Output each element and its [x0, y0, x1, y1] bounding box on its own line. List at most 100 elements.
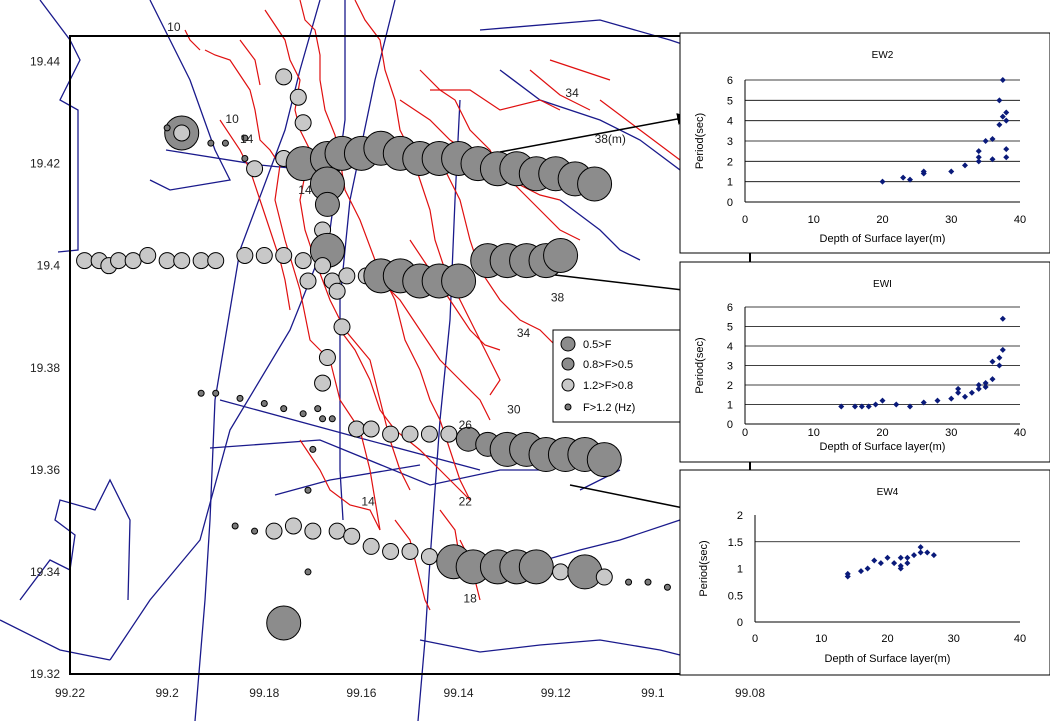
- inset-point: [917, 549, 924, 556]
- inset-point: [904, 554, 911, 561]
- inset-y-tick-label: 6: [727, 75, 733, 87]
- inset-x-tick-label: 20: [876, 214, 888, 226]
- inset-title: EW4: [877, 487, 899, 498]
- inset-y-axis-label: Period(sec): [694, 113, 706, 169]
- inset-title: EWI: [873, 279, 892, 290]
- map-point: [294, 114, 312, 132]
- map-point: [401, 425, 419, 443]
- inset-point: [900, 174, 907, 181]
- map-point: [236, 394, 244, 402]
- inset-point: [989, 135, 996, 142]
- map-x-tick-label: 99.08: [735, 686, 765, 700]
- map-point: [401, 543, 419, 561]
- inset-point: [989, 376, 996, 383]
- inset-point: [911, 552, 917, 559]
- inset-y-axis-label: Period(sec): [694, 337, 706, 393]
- legend-label-2: 0.8>F>0.5: [583, 359, 633, 371]
- map-point: [299, 272, 317, 290]
- map-point: [595, 568, 613, 586]
- inset-point: [1003, 109, 1010, 116]
- map-point: [304, 568, 312, 576]
- inset-y-tick-label: 2: [727, 156, 733, 168]
- inset-x-axis-label: Depth of Surface layer(m): [820, 441, 946, 453]
- map-point: [328, 522, 346, 540]
- arrow-ewi: [554, 274, 702, 297]
- contour-label: 22: [459, 495, 473, 509]
- inset-x-tick-label: 30: [945, 427, 957, 439]
- inset-point: [999, 346, 1006, 353]
- inset-point: [917, 544, 924, 551]
- map-point: [173, 252, 191, 270]
- inset-point: [1003, 117, 1010, 124]
- inset-y-tick-label: 1.5: [728, 537, 743, 549]
- inset-point: [975, 385, 982, 392]
- legend-label-4: F>1.2 (Hz): [583, 402, 635, 414]
- map-x-ticks: 99.22 99.2 99.18 99.16 99.14 99.12 99.1 99.08: [55, 686, 765, 700]
- legend: 0.5>F 0.8>F>0.5 1.2>F>0.8 F>1.2 (Hz): [552, 329, 682, 423]
- inset-x-tick-label: 10: [815, 633, 827, 645]
- map-point: [251, 527, 259, 535]
- map-point: [207, 252, 225, 270]
- inset-y-tick-label: 6: [727, 302, 733, 314]
- inset-y-tick-label: 5: [727, 95, 733, 107]
- legend-label-3: 1.2>F>0.8: [583, 380, 633, 392]
- inset-point: [872, 401, 879, 408]
- inset-point: [858, 568, 864, 575]
- legend-swatch-medium-dark: [561, 357, 575, 371]
- map-y-tick-label: 19.44: [30, 55, 60, 69]
- inset-point: [975, 148, 982, 155]
- map-point: [163, 124, 171, 132]
- map-point: [644, 578, 652, 586]
- map-point: [275, 246, 293, 264]
- contour-label: 14: [298, 183, 312, 197]
- map-point: [348, 420, 366, 438]
- inset-point: [852, 403, 858, 410]
- inset-point: [962, 393, 968, 400]
- inset-x-axis-label: Depth of Surface layer(m): [825, 653, 951, 665]
- map-point: [318, 349, 336, 367]
- inset-y-tick-label: 1: [727, 177, 733, 189]
- inset-x-tick-label: 40: [1014, 633, 1026, 645]
- inset-point: [879, 397, 886, 404]
- map-point: [241, 154, 249, 162]
- inset-y-tick-label: 3: [727, 361, 733, 373]
- inset-point: [982, 380, 989, 387]
- inset-point: [844, 570, 851, 577]
- inset-x-tick-label: 10: [808, 427, 820, 439]
- legend-swatch-small: [564, 403, 572, 411]
- inset-frame: [679, 469, 1050, 676]
- legend-swatch-large: [560, 336, 576, 352]
- legend-label-1: 0.5>F: [583, 339, 612, 351]
- inset-y-tick-label: 0: [727, 197, 733, 209]
- map-point: [260, 399, 268, 407]
- map-y-ticks: 19.44 19.42 19.4 19.38 19.36 19.34 19.32: [30, 55, 60, 681]
- inset-point: [871, 557, 878, 564]
- inset-title: EW2: [872, 50, 894, 61]
- inset-point: [865, 403, 872, 410]
- inset-x-tick-label: 0: [742, 427, 748, 439]
- inset-point: [948, 395, 955, 402]
- inset-point: [1003, 154, 1010, 161]
- inset-frame: [679, 261, 1050, 463]
- map-point: [197, 389, 205, 397]
- inset-x-axis-label: Depth of Surface layer(m): [820, 233, 946, 245]
- inset-y-tick-label: 1: [727, 400, 733, 412]
- map-x-tick-label: 99.16: [346, 686, 376, 700]
- map-point: [382, 543, 400, 561]
- inset-y-tick-label: 1: [737, 564, 743, 576]
- inset-point: [996, 121, 1003, 128]
- map-point: [625, 578, 633, 586]
- inset-point: [934, 397, 941, 404]
- map-point: [567, 554, 603, 590]
- map-y-tick-label: 19.34: [30, 565, 60, 579]
- inset-frame: [679, 32, 1050, 254]
- contour-label: 26: [459, 418, 473, 432]
- inset-x-tick-label: 30: [945, 214, 957, 226]
- inset-point: [858, 403, 865, 410]
- contour-label: 18: [463, 592, 477, 606]
- map-point: [280, 405, 288, 413]
- inset-point: [864, 565, 871, 572]
- map-point: [236, 246, 254, 264]
- map-x-tick-label: 99.12: [541, 686, 571, 700]
- inset-point: [975, 154, 982, 161]
